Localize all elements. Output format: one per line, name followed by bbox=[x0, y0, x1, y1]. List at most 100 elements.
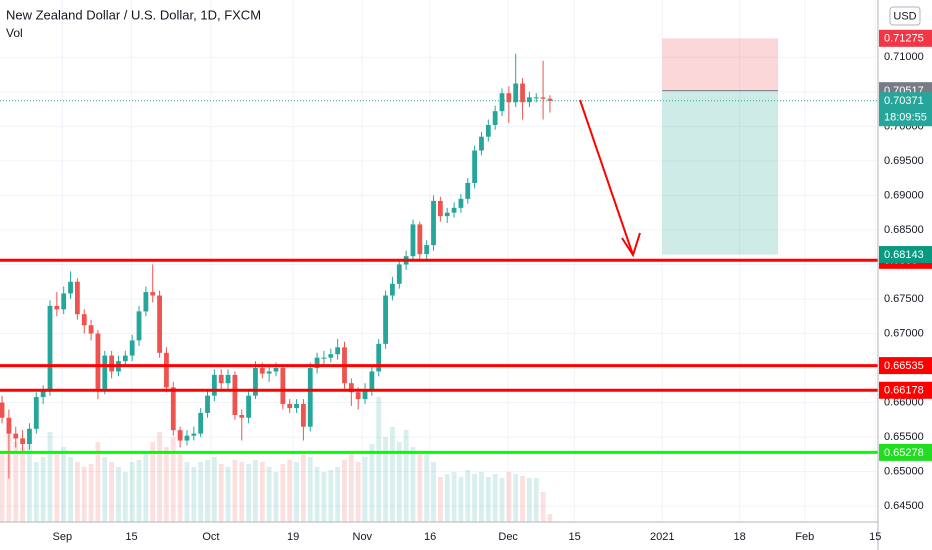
target-zone bbox=[662, 90, 779, 255]
volume-bar bbox=[122, 472, 128, 522]
candle-body bbox=[527, 97, 532, 103]
volume-bar bbox=[205, 460, 210, 522]
volume-bar bbox=[177, 452, 183, 522]
volume-bar bbox=[184, 462, 190, 522]
volume-bar bbox=[431, 462, 436, 522]
candle-body bbox=[431, 200, 436, 246]
y-tick-label: 0.69500 bbox=[884, 155, 924, 167]
volume-bar bbox=[383, 437, 388, 522]
candle-body bbox=[266, 371, 272, 374]
volume-bar bbox=[164, 447, 169, 522]
volume-bar bbox=[300, 452, 306, 522]
currency-badge[interactable] bbox=[889, 6, 921, 26]
candle-body bbox=[485, 124, 491, 137]
candle-body bbox=[513, 83, 519, 103]
candle-body bbox=[307, 368, 313, 427]
candle-body bbox=[369, 371, 375, 391]
stop-zone bbox=[662, 38, 779, 91]
candle-body bbox=[273, 368, 279, 372]
volume-bar bbox=[533, 478, 539, 522]
volume-bar bbox=[232, 460, 238, 522]
candle-body bbox=[47, 305, 53, 391]
volume-bar bbox=[520, 476, 525, 522]
volume-bar bbox=[40, 457, 46, 522]
volume-bar bbox=[259, 462, 265, 522]
volume-bar bbox=[348, 452, 354, 522]
x-tick-label: 16 bbox=[424, 531, 436, 543]
stop-label: 0.71275 bbox=[884, 33, 924, 45]
x-tick-label: 15 bbox=[869, 531, 881, 543]
candle-body bbox=[396, 264, 402, 284]
candle-body bbox=[218, 374, 224, 384]
candle-body bbox=[499, 93, 505, 112]
last-price-tag bbox=[879, 92, 932, 127]
candle-body bbox=[547, 98, 553, 101]
candle-body bbox=[294, 403, 299, 409]
y-tick-label: 0.65000 bbox=[884, 466, 924, 478]
volume-bar bbox=[54, 452, 60, 522]
volume-bar bbox=[0, 452, 5, 522]
currency: USD bbox=[893, 10, 916, 22]
candle-body bbox=[95, 333, 101, 389]
candle-body bbox=[533, 97, 539, 99]
volume-bar bbox=[307, 457, 313, 522]
arrow-head bbox=[621, 232, 641, 258]
candle-body bbox=[383, 295, 388, 344]
volume-bar bbox=[527, 478, 532, 522]
y-tick-label: 0.65500 bbox=[884, 431, 924, 443]
volume-bar bbox=[88, 464, 94, 522]
volume-bar bbox=[27, 437, 32, 522]
last-price-label: 0.70371 bbox=[884, 95, 924, 107]
volume-bar bbox=[102, 457, 108, 522]
level-tag bbox=[879, 357, 932, 375]
level-label: 0.66178 bbox=[884, 385, 924, 397]
volume-bar bbox=[95, 442, 101, 522]
level-tag bbox=[879, 443, 932, 461]
volume-bar bbox=[465, 470, 471, 522]
y-tick-label: 0.67000 bbox=[884, 327, 924, 339]
volume-bar bbox=[328, 470, 334, 522]
volume-bar bbox=[211, 457, 217, 522]
volume-bar bbox=[287, 460, 293, 522]
x-tick-label: 15 bbox=[568, 531, 580, 543]
candle-body bbox=[177, 430, 183, 441]
candle-body bbox=[355, 392, 361, 400]
volume-bar bbox=[74, 462, 80, 522]
candle-body bbox=[6, 417, 12, 434]
x-tick-label: Dec bbox=[498, 531, 518, 543]
candle-body bbox=[335, 347, 341, 355]
chart-title: New Zealand Dollar / U.S. Dollar, 1D, FX… bbox=[6, 7, 261, 22]
candle-body bbox=[225, 374, 231, 384]
volume-bar bbox=[266, 467, 272, 522]
volume-bar bbox=[20, 447, 25, 522]
y-tick-label: 0.66000 bbox=[884, 396, 924, 408]
x-tick-label: Sep bbox=[53, 531, 73, 543]
volume-bar bbox=[225, 467, 231, 522]
volume-bar bbox=[424, 454, 430, 522]
stop-tag bbox=[879, 29, 932, 47]
volume-bar bbox=[410, 447, 416, 522]
candle-body bbox=[300, 403, 306, 427]
volume-bar bbox=[116, 467, 121, 522]
volume-bar bbox=[136, 460, 142, 522]
y-tick-label: 0.71000 bbox=[884, 51, 924, 63]
volume-bar bbox=[417, 452, 423, 522]
volume-bar bbox=[253, 460, 258, 522]
candle-body bbox=[184, 435, 190, 441]
candle-body bbox=[191, 433, 197, 436]
countdown: 18:09:55 bbox=[884, 112, 927, 124]
volume-bar bbox=[314, 467, 320, 522]
x-tick-label: 18 bbox=[734, 531, 746, 543]
level-label: 0.66535 bbox=[884, 360, 924, 372]
candle-body bbox=[239, 414, 245, 418]
candle-body bbox=[540, 97, 546, 99]
candle-body bbox=[211, 374, 217, 396]
candle-body bbox=[88, 325, 94, 334]
volume-bar bbox=[506, 472, 512, 522]
candle-body bbox=[40, 390, 46, 398]
volume-bar bbox=[273, 472, 279, 522]
volume-bar bbox=[369, 444, 375, 522]
candle-body bbox=[287, 403, 293, 409]
candle-body bbox=[232, 374, 238, 415]
